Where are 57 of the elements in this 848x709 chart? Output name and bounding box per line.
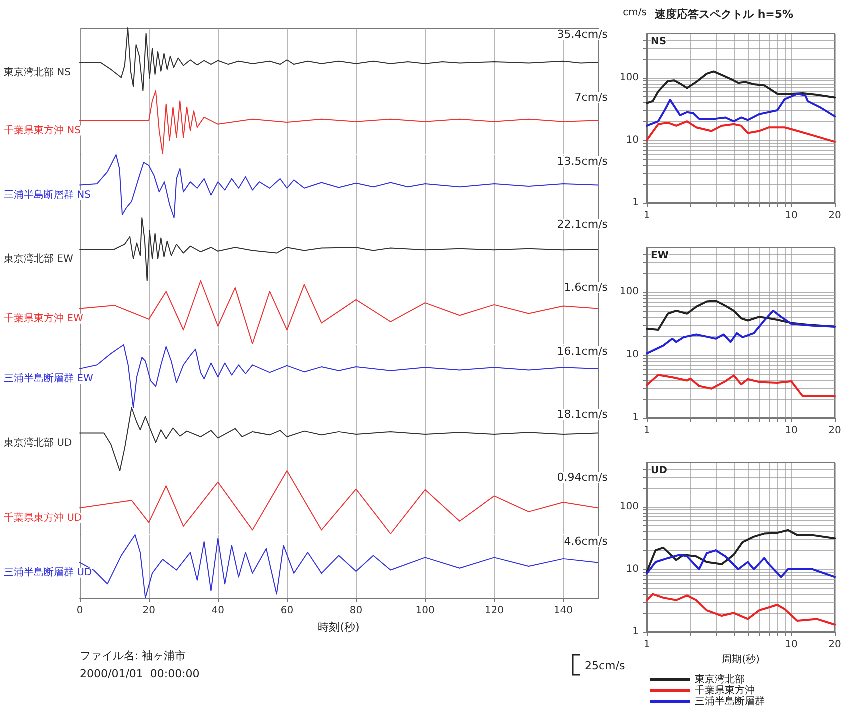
annotation: 35.4cm/s xyxy=(557,28,608,41)
series-label: 千葉県東方沖 EW xyxy=(4,312,84,325)
y-tick-label: 10 xyxy=(626,134,639,146)
annotation: UD xyxy=(651,466,668,476)
annotation: 0.94cm/s xyxy=(557,471,608,484)
series-label: 三浦半島断層群 UD xyxy=(4,566,92,578)
x-axis-title: 周期(秒) xyxy=(722,653,760,666)
series-label: 三浦半島断層群 NS xyxy=(4,188,92,201)
x-tick-label: 20 xyxy=(828,640,842,650)
series-label: 東京湾北部 UD xyxy=(4,436,72,449)
x-tick-label: 60 xyxy=(280,605,294,616)
x-tick-label: 10 xyxy=(785,640,798,650)
y-axis-title: cm/s xyxy=(623,8,647,18)
series-label: 三浦半島断層群 EW xyxy=(4,372,94,384)
series-label: 東京湾北部 NS xyxy=(4,66,72,78)
x-tick-label: 80 xyxy=(350,605,363,616)
legend-label: 千葉県東方沖 xyxy=(695,684,755,696)
text: ファイル名: 袖ヶ浦市 xyxy=(80,648,186,662)
text: 25cm/s xyxy=(585,658,626,672)
x-tick-label: 20 xyxy=(828,210,842,222)
series-label: 千葉県東方沖 UD xyxy=(4,512,82,524)
chart-title: 速度応答スペクトル h=5% xyxy=(654,8,794,21)
series-label: 東京湾北部 EW xyxy=(4,253,74,266)
x-tick-label: 0 xyxy=(76,605,84,616)
annotation: 22.1cm/s xyxy=(557,218,608,231)
annotation: 18.1cm/s xyxy=(557,408,608,421)
y-tick-label: 1 xyxy=(632,412,639,424)
y-tick-label: 1 xyxy=(632,198,639,208)
x-tick-label: 10 xyxy=(785,426,798,436)
annotation: 16.1cm/s xyxy=(557,344,608,358)
annotation: 1.6cm/s xyxy=(564,281,608,294)
y-tick-label: 10 xyxy=(626,350,639,361)
x-tick-label: 20 xyxy=(142,605,156,616)
y-tick-label: 100 xyxy=(620,286,639,298)
annotation: 13.5cm/s xyxy=(557,154,608,168)
x-tick-label: 40 xyxy=(212,605,224,616)
annotation: 4.6cm/s xyxy=(564,534,608,548)
x-tick-label: 1 xyxy=(644,640,650,650)
x-tick-label: 10 xyxy=(785,210,798,222)
x-tick-label: 1 xyxy=(644,426,650,436)
y-tick-label: 1 xyxy=(632,626,639,638)
annotation: EW xyxy=(651,250,669,262)
legend-label: 三浦半島断層群 xyxy=(695,696,765,708)
x-tick-label: 100 xyxy=(416,605,435,616)
annotation: 7cm/s xyxy=(574,91,608,104)
y-tick-label: 10 xyxy=(626,564,639,575)
legend-label: 東京湾北部 xyxy=(695,674,745,686)
x-tick-label: 140 xyxy=(554,605,574,616)
annotation: NS xyxy=(651,36,667,48)
y-tick-label: 100 xyxy=(620,72,639,84)
x-tick-label: 120 xyxy=(484,605,504,616)
series-label: 千葉県東方沖 NS xyxy=(4,124,82,137)
y-tick-label: 100 xyxy=(620,501,639,512)
x-tick-label: 1 xyxy=(644,210,650,222)
x-tick-label: 20 xyxy=(828,426,842,436)
text: 2000/01/01 00:00:00 xyxy=(80,666,200,680)
x-axis-title: 時刻(秒) xyxy=(318,620,360,634)
